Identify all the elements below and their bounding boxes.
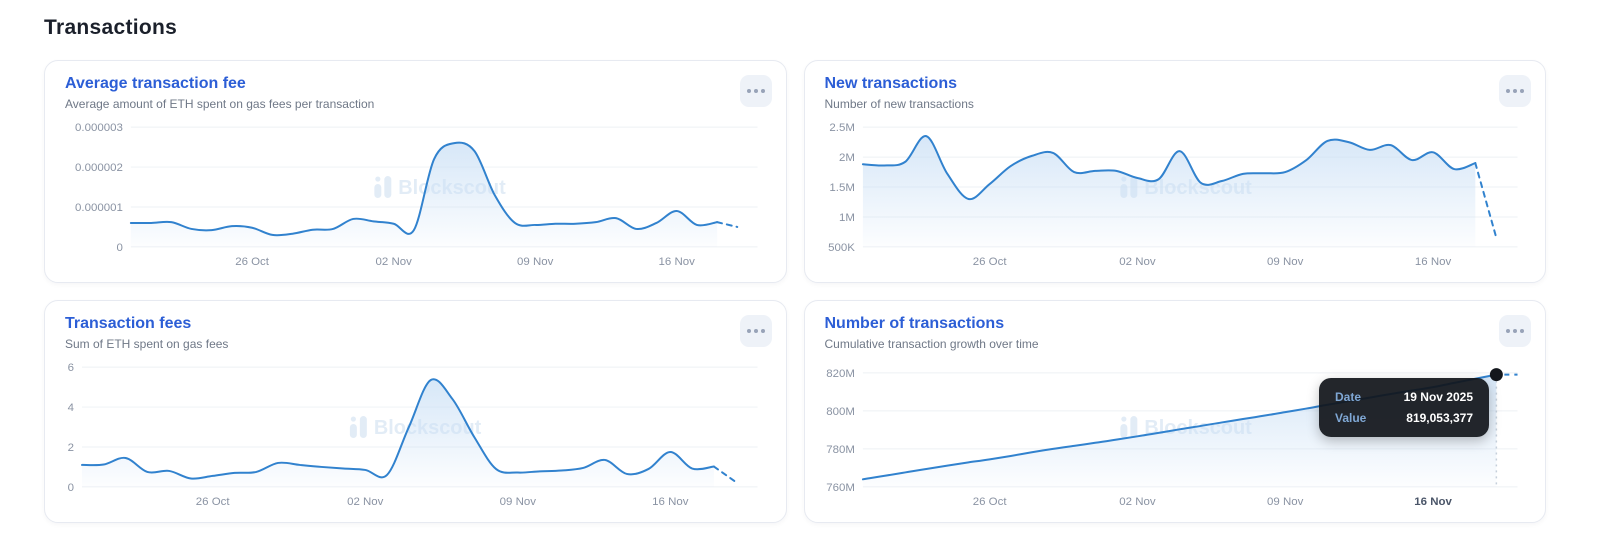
- card-title: Transaction fees: [65, 315, 192, 332]
- card-header: New transactions Number of new transacti…: [825, 75, 1526, 111]
- svg-text:0.000001: 0.000001: [75, 202, 123, 214]
- ellipsis-icon: [745, 89, 766, 93]
- svg-text:02 Nov: 02 Nov: [1119, 256, 1156, 268]
- svg-text:26 Oct: 26 Oct: [972, 256, 1007, 268]
- chart-tooltip: Date 19 Nov 2025 Value 819,053,377: [1319, 378, 1489, 437]
- svg-text:2: 2: [68, 442, 74, 454]
- svg-text:09 Nov: 09 Nov: [1267, 256, 1304, 268]
- svg-text:500K: 500K: [828, 242, 855, 254]
- card-menu-button[interactable]: [1499, 315, 1531, 347]
- card-subtitle: Sum of ETH spent on gas fees: [65, 337, 229, 351]
- svg-text:26 Oct: 26 Oct: [235, 256, 270, 268]
- card-menu-button[interactable]: [739, 75, 772, 107]
- svg-text:09 Nov: 09 Nov: [517, 256, 554, 268]
- card-header: Average transaction fee Average amount o…: [65, 75, 766, 111]
- svg-text:2.5M: 2.5M: [829, 122, 855, 134]
- svg-text:02 Nov: 02 Nov: [347, 496, 384, 508]
- svg-text:780M: 780M: [826, 444, 855, 456]
- card-title: New transactions: [824, 75, 957, 92]
- svg-text:760M: 760M: [826, 482, 855, 494]
- svg-text:16 Nov: 16 Nov: [1414, 496, 1452, 508]
- card-subtitle: Average amount of ETH spent on gas fees …: [65, 97, 375, 111]
- new-transactions-chart[interactable]: 2.5M 2M 1.5M 1M 500K 26 Oct 02 Nov 09 Nov 16 Nov…: [825, 119, 1526, 273]
- svg-text:2M: 2M: [838, 152, 854, 164]
- card-menu-button[interactable]: [1499, 75, 1531, 107]
- chart-card-number-of-transactions: Number of transactions Cumulative transa…: [803, 300, 1546, 523]
- card-header: Transaction fees Sum of ETH spent on gas…: [65, 315, 766, 351]
- svg-text:16 Nov: 16 Nov: [1414, 256, 1451, 268]
- svg-text:02 Nov: 02 Nov: [1119, 496, 1156, 508]
- chart-card-average-transaction-fee: Average transaction fee Average amount o…: [44, 60, 787, 283]
- svg-text:26 Oct: 26 Oct: [972, 496, 1007, 508]
- card-title: Number of transactions: [824, 315, 1005, 332]
- svg-text:09 Nov: 09 Nov: [1267, 496, 1304, 508]
- svg-text:0: 0: [116, 242, 122, 254]
- svg-text:0.000002: 0.000002: [75, 162, 123, 174]
- svg-text:26 Oct: 26 Oct: [196, 496, 231, 508]
- page-title: Transactions: [44, 16, 178, 39]
- average-transaction-fee-chart[interactable]: 0.000003 0.000002 0.000001 0 26 Oct 02 Nov 09 …: [65, 119, 766, 273]
- svg-text:16 Nov: 16 Nov: [659, 256, 696, 268]
- svg-text:1M: 1M: [838, 212, 854, 224]
- card-subtitle: Number of new transactions: [824, 97, 974, 111]
- tooltip-value-value: 819,053,377: [1406, 411, 1473, 425]
- svg-text:820M: 820M: [826, 368, 855, 380]
- svg-text:6: 6: [68, 362, 74, 374]
- chart-card-new-transactions: New transactions Number of new transacti…: [803, 60, 1546, 283]
- ellipsis-icon: [1505, 89, 1526, 93]
- svg-text:16 Nov: 16 Nov: [652, 496, 689, 508]
- svg-text:09 Nov: 09 Nov: [500, 496, 537, 508]
- card-header: Number of transactions Cumulative transa…: [825, 315, 1526, 351]
- card-title: Average transaction fee: [65, 75, 246, 92]
- charts-grid: Average transaction fee Average amount o…: [44, 60, 1546, 523]
- svg-text:0.000003: 0.000003: [75, 122, 123, 134]
- svg-text:4: 4: [68, 402, 75, 414]
- hover-point-marker: [1489, 368, 1503, 382]
- svg-text:02 Nov: 02 Nov: [376, 256, 413, 268]
- svg-text:1.5M: 1.5M: [829, 182, 855, 194]
- ellipsis-icon: [745, 329, 766, 333]
- tooltip-value-row: Value 819,053,377: [1335, 411, 1473, 425]
- svg-text:0: 0: [68, 482, 74, 494]
- tooltip-value-label: Value: [1335, 411, 1367, 425]
- card-menu-button[interactable]: [739, 315, 772, 347]
- svg-text:800M: 800M: [826, 406, 855, 418]
- tooltip-date-label: Date: [1335, 390, 1362, 404]
- tooltip-date-value: 19 Nov 2025: [1403, 390, 1473, 404]
- chart-card-transaction-fees: Transaction fees Sum of ETH spent on gas…: [44, 300, 787, 523]
- card-subtitle: Cumulative transaction growth over time: [824, 337, 1039, 351]
- ellipsis-icon: [1505, 329, 1526, 333]
- tooltip-date-row: Date 19 Nov 2025: [1335, 390, 1473, 404]
